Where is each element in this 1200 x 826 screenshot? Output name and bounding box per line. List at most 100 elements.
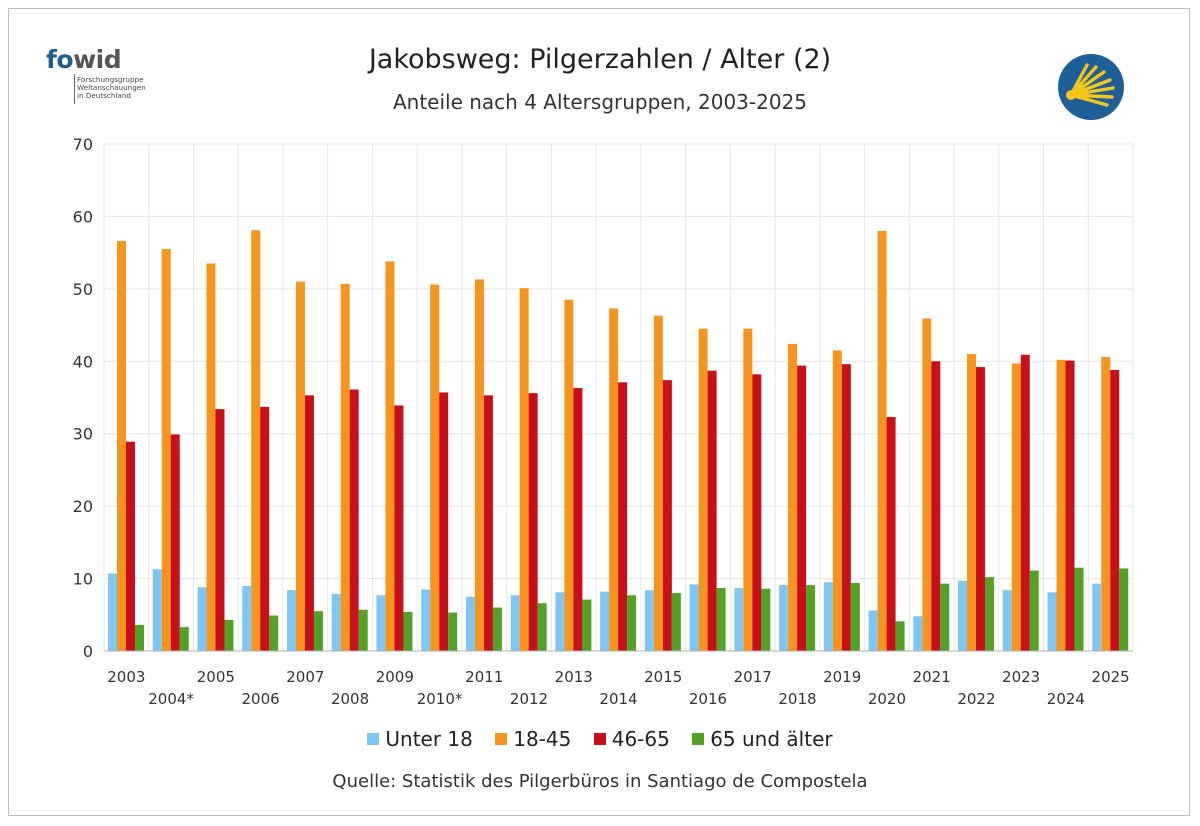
bar	[698, 328, 708, 651]
legend-swatch-46-65	[593, 733, 606, 745]
bar	[510, 595, 520, 651]
bar	[1029, 570, 1039, 651]
bar	[689, 584, 699, 651]
x-tick-label: 2008	[331, 690, 369, 708]
bar	[385, 261, 395, 651]
bar	[734, 587, 744, 651]
bar	[913, 616, 923, 651]
bar	[931, 361, 941, 651]
bar	[761, 588, 771, 651]
bar	[823, 582, 833, 651]
y-tick-label: 30	[73, 425, 93, 444]
bar	[868, 610, 878, 651]
bar	[304, 395, 314, 651]
bar	[1002, 590, 1012, 651]
x-tick-label: 2013	[555, 668, 593, 686]
logo-subtitle: Forschungsgruppe Weltanschauungen in Deu…	[77, 75, 146, 101]
bar	[313, 611, 323, 651]
scallop-shell-icon	[1058, 54, 1124, 120]
x-tick-label: 2006	[241, 690, 279, 708]
x-tick-label: 2019	[823, 668, 861, 686]
bar	[215, 409, 225, 651]
bar	[117, 241, 126, 652]
shell-rays	[1069, 63, 1115, 107]
bar	[877, 230, 887, 651]
bar	[126, 441, 135, 651]
chart-legend: Unter 18 18-45 46-65 65 und älter	[0, 727, 1200, 751]
bar	[197, 587, 207, 651]
bar	[850, 582, 860, 651]
x-tick-label: 2025	[1092, 668, 1130, 686]
x-tick-label: 2009	[376, 668, 414, 686]
x-tick-label: 2018	[778, 690, 816, 708]
bar	[161, 249, 171, 651]
bar	[644, 590, 654, 651]
bar	[797, 365, 807, 651]
legend-swatch-65-und-aelter	[692, 733, 705, 745]
shell-hinge	[1066, 90, 1076, 100]
x-tick-label: 2011	[465, 668, 503, 686]
y-tick-label: 50	[73, 280, 93, 299]
logo-divider	[74, 74, 75, 104]
bar	[224, 619, 234, 651]
bar	[582, 599, 592, 651]
legend-swatch-unter-18	[367, 733, 380, 745]
bar	[331, 593, 341, 651]
logo-wordmark: fowid	[46, 45, 122, 74]
x-tick-label: 2015	[644, 668, 682, 686]
bar	[135, 624, 144, 651]
bar	[1074, 567, 1084, 651]
bar	[555, 592, 565, 651]
bar	[260, 406, 270, 651]
legend-item-65-und-aelter: 65 und älter	[692, 727, 833, 751]
x-tick-label: 2004*	[148, 690, 194, 708]
bar	[269, 615, 279, 651]
x-tick-label: 2012	[510, 690, 548, 708]
bar	[179, 627, 189, 651]
bar	[439, 392, 449, 651]
bar	[1065, 360, 1075, 651]
bar	[841, 364, 851, 651]
bar	[170, 434, 180, 651]
bar	[627, 595, 637, 651]
source-note: Quelle: Statistik des Pilgerbüros in San…	[332, 771, 868, 792]
bar	[483, 395, 493, 651]
y-tick-label: 70	[73, 135, 93, 154]
bar	[976, 367, 986, 651]
bar	[886, 417, 896, 651]
bar	[940, 583, 950, 651]
bar	[358, 609, 368, 651]
chart-title: Jakobsweg: Pilgerzahlen / Alter (2)	[368, 44, 832, 75]
bar	[394, 405, 404, 651]
bar	[967, 354, 977, 651]
bar	[922, 318, 932, 651]
bar	[152, 569, 162, 651]
bar	[448, 612, 458, 651]
bar	[492, 607, 502, 651]
bar	[1011, 363, 1021, 651]
bar	[788, 343, 798, 651]
legend-item-18-45: 18-45	[495, 727, 571, 751]
bar	[779, 585, 789, 651]
bar	[806, 585, 816, 651]
bar	[573, 388, 583, 651]
x-tick-label: 2017	[734, 668, 772, 686]
x-tick-label: 2014	[599, 690, 637, 708]
bar	[251, 230, 261, 651]
chart-frame	[8, 8, 1190, 816]
x-tick-label: 2024	[1047, 690, 1085, 708]
bar	[609, 308, 619, 651]
bar	[430, 284, 440, 651]
legend-item-46-65: 46-65	[593, 727, 670, 751]
bar	[528, 393, 538, 651]
legend-item-unter-18: Unter 18	[367, 727, 473, 751]
bar	[985, 577, 995, 651]
bar	[1110, 369, 1120, 651]
bar	[242, 585, 252, 651]
x-tick-label: 2003	[107, 668, 145, 686]
x-tick-label: 2021	[913, 668, 951, 686]
bar	[108, 573, 117, 651]
bar	[618, 382, 628, 651]
bar	[421, 589, 431, 651]
bar	[340, 283, 350, 651]
